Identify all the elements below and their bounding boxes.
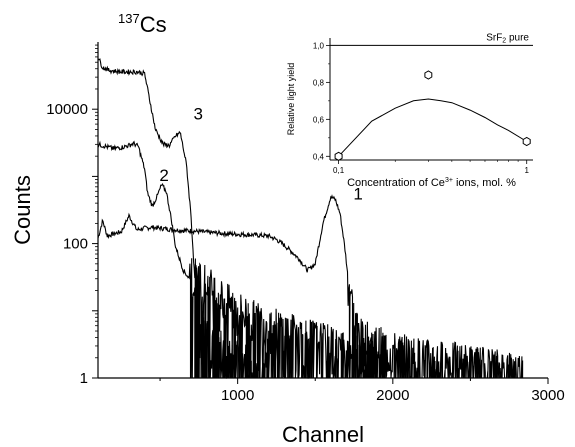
y-tick-label: 10000 xyxy=(46,101,88,118)
y-tick-label: 1 xyxy=(80,370,88,387)
y-tick-label: 100 xyxy=(63,236,88,253)
reference-label-part: pure xyxy=(506,32,529,43)
chart-title: 137Cs xyxy=(118,11,167,37)
fit-curve xyxy=(338,98,527,157)
data-point xyxy=(424,70,433,80)
x-tick-label: 3000 xyxy=(531,387,564,404)
curve-label-3: 3 xyxy=(194,105,203,124)
title-main: Cs xyxy=(140,12,167,37)
series-line-3 xyxy=(97,58,270,379)
data-point xyxy=(334,151,343,161)
inset-x-tick-label: 0,1 xyxy=(333,166,345,175)
main-spectrum-plot: 1000 2000 3000110010000ChannelCounts137Cs1… xyxy=(10,11,565,447)
reference-label-part: SrF xyxy=(486,32,502,43)
series-line-1 xyxy=(97,194,525,379)
inset-y-tick-label: 1,0 xyxy=(313,41,325,50)
inset-x-label-part: ions, mol. % xyxy=(453,177,516,189)
inset-light-yield-plot: 0,4 0,6 0,8 1,0 0,1 1 SrF2 pure Concentration o… xyxy=(286,32,533,189)
inset-y-tick-label: 0,4 xyxy=(313,152,325,161)
inset-x-axis-label: Concentration of Ce3+ ions, mol. % xyxy=(347,177,516,189)
title-superscript: 137 xyxy=(118,11,140,26)
inset-y-tick-label: 0,8 xyxy=(313,78,325,87)
x-tick-label: 1000 xyxy=(221,387,254,404)
inset-x-label-part: Concentration of Ce xyxy=(347,177,445,189)
inset-y-axis-label: Relative light yield xyxy=(286,63,296,136)
x-axis-label: Channel xyxy=(282,422,364,447)
reference-label: SrF2 pure xyxy=(486,32,529,44)
curve-label-1: 1 xyxy=(353,185,362,204)
inset-x-label-part: 3+ xyxy=(445,177,453,184)
reference-label-part: 2 xyxy=(502,37,506,44)
inset-x-tick-label: 1 xyxy=(524,166,529,175)
curve-label-2: 2 xyxy=(159,166,168,185)
inset-y-tick-label: 0,6 xyxy=(313,115,325,124)
y-axis-label: Counts xyxy=(10,175,35,245)
data-point xyxy=(522,136,531,147)
x-tick-label: 2000 xyxy=(376,387,409,404)
